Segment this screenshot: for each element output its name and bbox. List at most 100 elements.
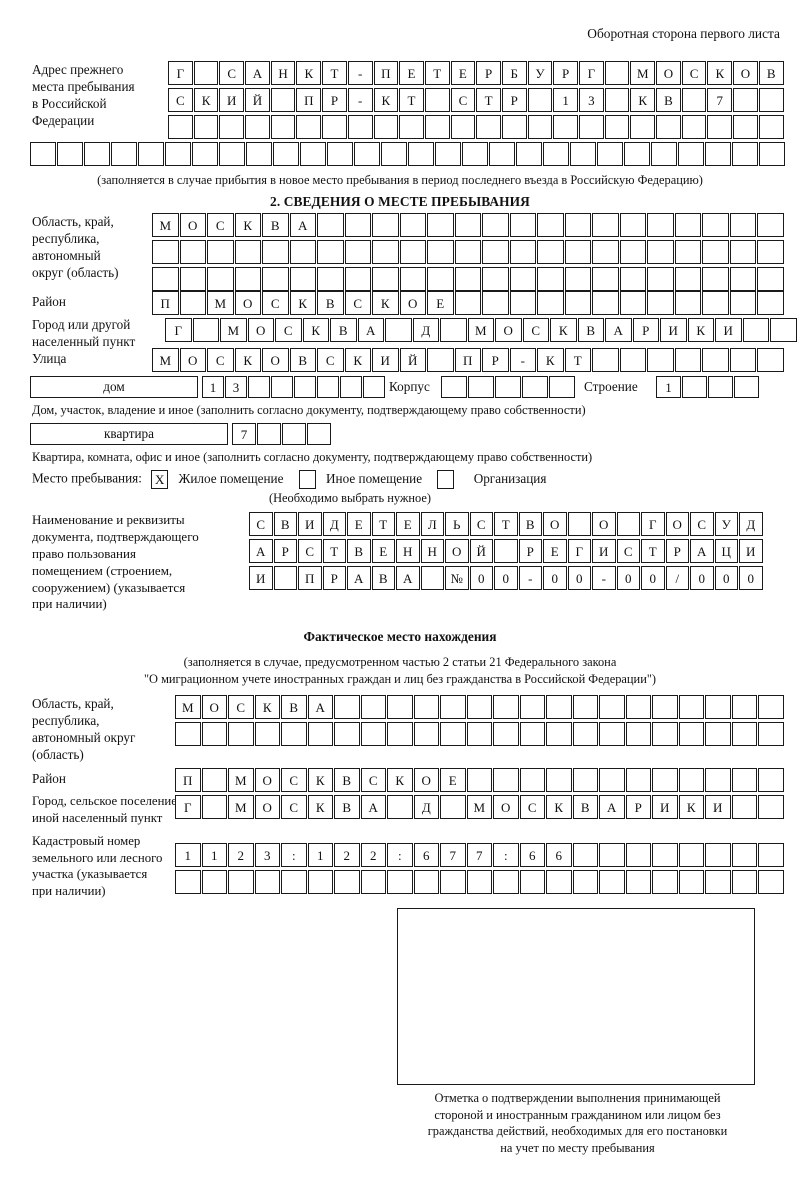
char-cell[interactable] (454, 240, 481, 264)
char-cell[interactable] (572, 843, 598, 867)
char-cell[interactable] (770, 318, 797, 342)
char-cell[interactable]: 7 (707, 88, 733, 112)
char-cell[interactable]: Р (322, 88, 347, 112)
char-cell[interactable]: 0 (469, 566, 493, 590)
char-cell[interactable] (705, 843, 731, 867)
char-cell[interactable] (549, 376, 575, 398)
char-cell[interactable]: А (360, 795, 386, 819)
char-cell[interactable] (702, 267, 729, 291)
char-cell[interactable] (625, 722, 651, 746)
char-cell[interactable] (493, 722, 519, 746)
char-cell[interactable] (570, 142, 596, 166)
char-cell[interactable] (527, 88, 553, 112)
char-cell[interactable] (733, 115, 758, 139)
char-cell[interactable] (604, 88, 630, 112)
char-cell[interactable] (466, 722, 492, 746)
char-cell[interactable] (387, 795, 413, 819)
char-cell[interactable]: 6 (519, 843, 545, 867)
char-cell[interactable]: И (298, 512, 322, 536)
char-cell[interactable]: С (690, 512, 714, 536)
char-cell[interactable]: В (262, 213, 289, 237)
char-cell[interactable] (757, 348, 784, 372)
char-cell[interactable] (347, 115, 373, 139)
char-cell[interactable]: К (546, 795, 572, 819)
char-cell[interactable]: В (518, 512, 542, 536)
char-cell[interactable] (758, 695, 784, 719)
char-cell[interactable] (708, 376, 733, 398)
char-cell[interactable]: - (592, 566, 616, 590)
char-cell[interactable] (440, 722, 466, 746)
char-cell[interactable]: Е (440, 768, 466, 792)
char-cell[interactable]: : (387, 843, 413, 867)
char-cell[interactable]: А (245, 61, 270, 85)
char-cell[interactable] (674, 213, 701, 237)
char-cell[interactable] (731, 695, 757, 719)
char-cell[interactable]: О (543, 512, 567, 536)
char-cell[interactable]: И (739, 539, 763, 563)
char-cell[interactable] (681, 88, 707, 112)
char-cell[interactable]: А (599, 795, 625, 819)
char-cell[interactable]: К (537, 348, 564, 372)
char-cell[interactable] (294, 376, 316, 398)
char-cell[interactable]: В (281, 695, 307, 719)
char-cell[interactable]: Й (399, 348, 426, 372)
char-cell[interactable] (543, 142, 569, 166)
char-cell[interactable] (246, 142, 272, 166)
char-cell[interactable] (454, 291, 481, 315)
char-cell[interactable]: Г (567, 539, 591, 563)
char-cell[interactable] (192, 318, 219, 342)
char-cell[interactable] (307, 423, 331, 445)
char-cell[interactable] (427, 267, 454, 291)
char-cell[interactable]: 3 (225, 376, 247, 398)
char-cell[interactable] (647, 213, 674, 237)
char-cell[interactable] (757, 267, 784, 291)
char-cell[interactable]: 2 (360, 843, 386, 867)
char-cell[interactable]: И (660, 318, 687, 342)
char-cell[interactable]: К (234, 213, 261, 237)
char-cell[interactable] (619, 213, 646, 237)
char-cell[interactable]: И (372, 348, 399, 372)
char-cell[interactable] (592, 348, 619, 372)
char-cell[interactable]: К (254, 695, 280, 719)
char-cell[interactable]: К (307, 795, 333, 819)
char-cell[interactable] (647, 240, 674, 264)
char-cell[interactable] (652, 695, 678, 719)
char-cell[interactable] (759, 142, 785, 166)
char-cell[interactable] (619, 348, 646, 372)
char-cell[interactable] (257, 423, 281, 445)
char-cell[interactable] (334, 870, 360, 894)
char-cell[interactable]: Р (553, 61, 578, 85)
char-cell[interactable] (619, 267, 646, 291)
char-cell[interactable]: О (262, 348, 289, 372)
char-cell[interactable] (681, 115, 707, 139)
char-cell[interactable] (201, 768, 227, 792)
char-cell[interactable] (262, 267, 289, 291)
char-cell[interactable]: О (665, 512, 689, 536)
char-cell[interactable] (729, 240, 756, 264)
char-cell[interactable]: 3 (254, 843, 280, 867)
char-cell[interactable]: К (372, 291, 399, 315)
char-cell[interactable]: П (373, 61, 399, 85)
char-cell[interactable]: Т (371, 512, 395, 536)
char-cell[interactable] (317, 213, 344, 237)
char-cell[interactable] (592, 213, 619, 237)
char-cell[interactable]: П (454, 348, 481, 372)
char-cell[interactable] (175, 870, 201, 894)
char-cell[interactable]: С (262, 291, 289, 315)
char-cell[interactable]: С (281, 768, 307, 792)
char-cell[interactable] (652, 870, 678, 894)
char-cell[interactable]: П (175, 768, 201, 792)
char-cell[interactable] (495, 376, 521, 398)
char-cell[interactable]: Г (579, 61, 604, 85)
region-row-3[interactable] (152, 267, 784, 291)
char-cell[interactable] (466, 768, 492, 792)
prev-address-row-3[interactable] (168, 115, 784, 139)
char-cell[interactable] (413, 722, 439, 746)
char-cell[interactable]: О (495, 318, 522, 342)
checkbox-organization[interactable] (437, 470, 455, 489)
char-cell[interactable]: С (249, 512, 273, 536)
char-cell[interactable] (592, 267, 619, 291)
char-cell[interactable] (705, 870, 731, 894)
